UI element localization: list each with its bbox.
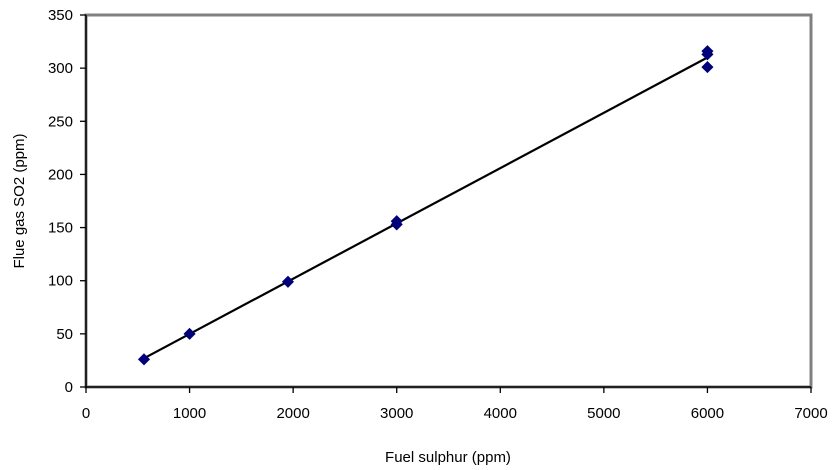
y-axis [80,14,87,388]
data-point-diamond [701,61,714,74]
trendline-layer [143,56,708,360]
x-tick-label: 0 [82,405,90,422]
x-tick-label: 5000 [587,405,620,422]
data-point-diamond [137,353,151,366]
x-tick-label: 3000 [380,405,413,422]
y-tick-labels: 0 50 100 150 200 250 300 350 [48,7,73,396]
x-tick-label: 7000 [794,405,827,422]
data-point-diamond [390,218,403,231]
x-tick-label: 4000 [484,405,517,422]
y-tick-label: 350 [48,7,73,24]
trendline [143,56,708,360]
x-tick-labels: 0 1000 2000 3000 4000 5000 6000 7000 [82,405,828,422]
data-point-diamond [183,327,196,340]
y-tick-label: 0 [65,379,73,396]
y-tick-label: 300 [48,60,73,77]
x-axis-title: Fuel sulphur (ppm) [385,449,511,466]
y-tick-label: 250 [48,113,73,130]
x-tick-label: 6000 [691,405,724,422]
y-tick-label: 50 [56,326,73,343]
y-axis-title: Flue gas SO2 (ppm) [11,133,28,268]
x-axis [85,386,812,393]
x-tick-label: 2000 [276,405,309,422]
x-tick-label: 1000 [173,405,206,422]
y-tick-label: 100 [48,273,73,290]
data-points-layer [137,45,714,366]
y-tick-label: 200 [48,166,73,183]
y-tick-label: 150 [48,220,73,237]
data-point-diamond [281,275,295,288]
data-point-diamond [701,48,714,61]
